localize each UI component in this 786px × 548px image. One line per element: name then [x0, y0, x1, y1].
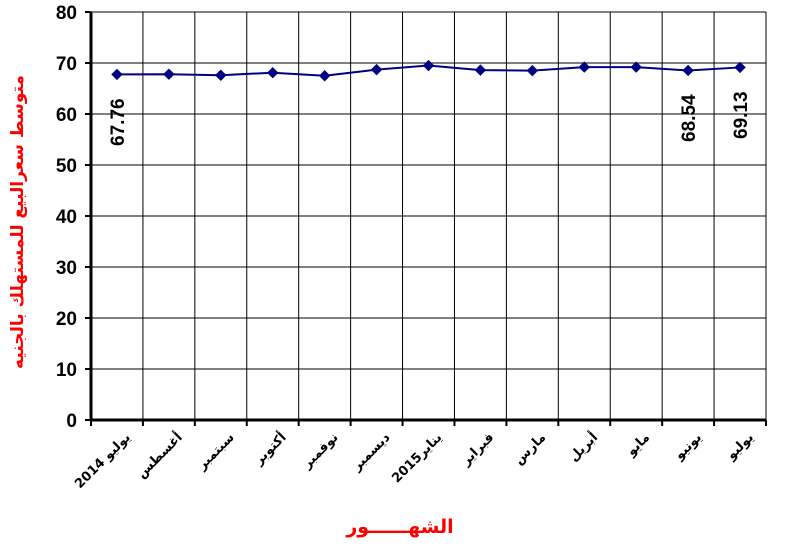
y-axis-title: متوسط سعرالبيع للمستهلك بالجنيه: [8, 75, 28, 369]
data-point-marker: [734, 61, 746, 74]
data-labels: 67.76 68.54 69.13: [108, 91, 752, 146]
data-label: 69.13: [731, 91, 752, 139]
series-layer: [111, 59, 746, 82]
data-point-marker: [526, 64, 539, 77]
x-tick-label: سبتمبر: [194, 430, 237, 473]
x-tick-label: مايو: [623, 430, 653, 460]
data-point-marker: [682, 64, 694, 77]
y-tick-label: 80: [56, 3, 77, 24]
y-tick-label: 70: [56, 54, 77, 75]
data-point-marker: [578, 61, 590, 73]
x-tick-label: فبراير: [458, 430, 497, 469]
x-tick-label: أكتوبر: [250, 429, 290, 469]
data-point-marker: [215, 69, 227, 81]
x-tick-label: نوفمبر: [299, 430, 341, 472]
y-tick-label: 20: [56, 309, 77, 330]
x-tick-label: يوليو: [723, 430, 756, 463]
data-label: 68.54: [679, 94, 700, 142]
axes: [85, 11, 767, 426]
x-tick-labels: يوليو 2014 أغسطس سبتمبر أكتوبر نوفمبر ديسمبري…: [72, 429, 757, 492]
gridlines: [91, 11, 767, 420]
x-tick-label: يوليو 2014: [72, 430, 134, 492]
data-point-marker: [318, 70, 331, 82]
x-axis-title: الشهــــــور: [345, 516, 453, 538]
y-tick-label: 10: [56, 360, 77, 381]
x-tick-label: ديسمبر: [349, 430, 394, 475]
data-point-marker: [370, 63, 383, 76]
data-point-marker: [267, 66, 279, 79]
data-label: 67.76: [108, 98, 129, 146]
x-tick-label: أغسطس: [133, 429, 186, 482]
data-point-marker: [111, 68, 123, 81]
x-tick-label: يناير2015: [389, 430, 445, 486]
y-tick-label: 50: [56, 156, 77, 177]
data-point-marker: [422, 59, 435, 72]
y-tick-label: 0: [66, 411, 77, 432]
data-point-marker: [630, 61, 642, 73]
data-point-marker: [474, 64, 487, 76]
data-point-marker: [163, 68, 175, 80]
y-tick-label: 40: [56, 207, 77, 228]
x-tick-label: أبريل: [565, 429, 601, 465]
y-tick-labels: 0 10 20 30 40 50 60 70 80: [56, 3, 77, 432]
x-tick-label: يونيو: [671, 430, 704, 463]
y-tick-label: 60: [56, 105, 77, 126]
x-tick-label: مارس: [511, 430, 549, 468]
y-tick-label: 30: [56, 258, 77, 279]
